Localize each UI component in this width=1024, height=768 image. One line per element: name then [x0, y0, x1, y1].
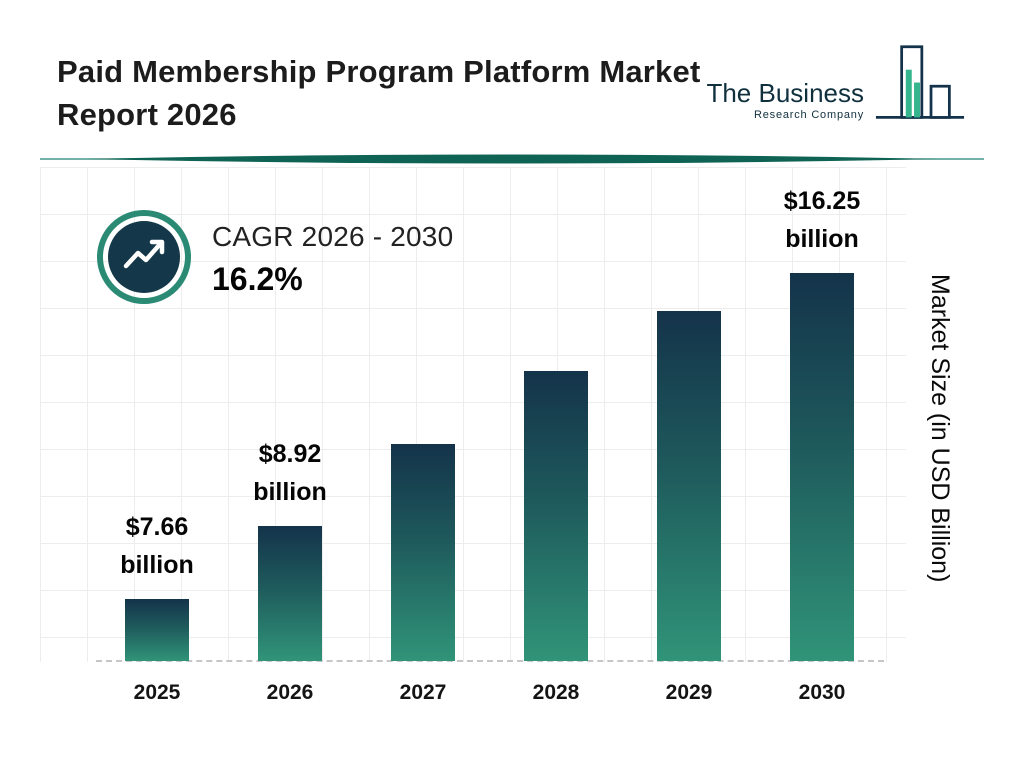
- x-tick-2028: 2028: [532, 681, 580, 704]
- page-title-line1: Paid Membership Program Platform Market: [57, 54, 701, 89]
- x-axis-dashed-line: [96, 660, 884, 662]
- bar-chart-logo-icon: [874, 44, 966, 127]
- x-tick-2027: 2027: [399, 681, 447, 704]
- cagr-block: CAGR 2026 - 2030 16.2%: [212, 221, 453, 298]
- x-tick-2026: 2026: [266, 681, 314, 704]
- bar-2026: [258, 526, 322, 661]
- trend-arrow-icon: [95, 208, 193, 306]
- x-tick-2030: 2030: [798, 681, 846, 704]
- cagr-label: CAGR 2026 - 2030: [212, 221, 454, 252]
- x-tick-2025: 2025: [133, 681, 181, 704]
- cagr-value: 16.2%: [212, 261, 303, 297]
- value-label-2025: $7.66 billion: [120, 512, 194, 580]
- company-subname: Research Company: [753, 109, 864, 121]
- page-title: Paid Membership Program Platform Market …: [57, 50, 757, 137]
- company-logo: The Business Research Company: [706, 44, 966, 127]
- y-axis-label: Market Size (in USD Billion): [926, 274, 954, 583]
- bar-2028: [524, 371, 588, 661]
- bar-2030: [790, 273, 854, 661]
- x-tick-2029: 2029: [665, 681, 713, 704]
- value-label-2026: $8.92 billion: [253, 439, 327, 507]
- value-label-2030: $16.25 billion: [783, 186, 861, 254]
- bar-2025: [125, 599, 189, 661]
- company-logo-text: The Business Research Company: [706, 77, 864, 127]
- divider-rule: [40, 150, 984, 168]
- bar-2029: [657, 311, 721, 661]
- chart-gridlines: [40, 167, 906, 662]
- company-name: The Business: [706, 77, 864, 108]
- bar-2027: [391, 444, 455, 661]
- page-title-line2: Report 2026: [57, 97, 237, 133]
